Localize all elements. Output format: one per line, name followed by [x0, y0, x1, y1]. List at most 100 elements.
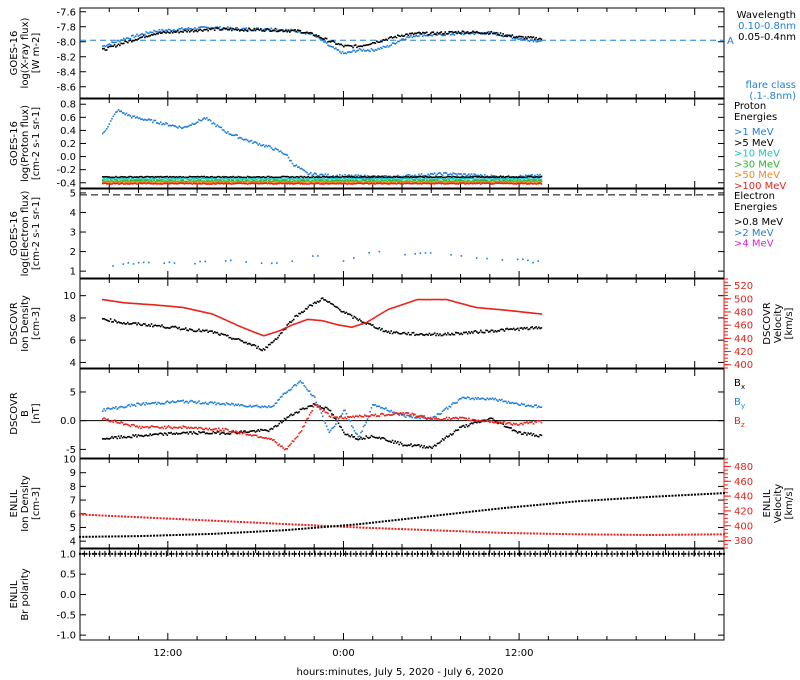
data-point — [452, 416, 454, 419]
data-point — [424, 175, 427, 178]
data-point — [497, 400, 499, 403]
data-point — [512, 180, 515, 183]
data-point — [372, 527, 375, 530]
data-point — [246, 343, 249, 345]
data-point — [480, 180, 482, 182]
data-point — [186, 28, 188, 30]
data-point — [231, 27, 233, 30]
data-point — [136, 183, 138, 185]
data-point — [317, 301, 320, 303]
data-point — [373, 178, 375, 180]
data-point — [274, 424, 277, 427]
data-point — [153, 178, 155, 180]
data-point — [111, 176, 113, 179]
data-point — [316, 174, 319, 177]
data-point — [535, 180, 537, 183]
data-point — [202, 30, 204, 32]
data-point — [174, 305, 177, 308]
data-point — [163, 304, 166, 307]
data-point — [171, 182, 174, 185]
data-point — [385, 174, 387, 177]
data-point — [244, 182, 246, 185]
data-point — [271, 181, 274, 184]
data-point — [236, 178, 238, 181]
data-point — [453, 430, 456, 433]
data-point — [211, 178, 213, 180]
data-point — [258, 177, 261, 180]
data-point — [153, 176, 155, 179]
data-point — [404, 302, 407, 305]
data-point — [215, 125, 217, 128]
data-point — [211, 27, 213, 30]
data-point — [155, 324, 158, 327]
data-point — [344, 52, 346, 54]
data-point — [194, 400, 196, 403]
data-point — [195, 309, 198, 312]
data-point — [499, 182, 502, 185]
data-point — [487, 331, 490, 333]
data-point — [286, 448, 288, 450]
data-point — [360, 177, 362, 180]
data-point — [105, 180, 108, 183]
data-point — [198, 26, 200, 29]
data-point — [149, 433, 151, 435]
data-point — [431, 180, 433, 182]
data-point — [341, 50, 344, 53]
data-point — [483, 176, 486, 179]
data-point — [101, 514, 104, 517]
data-point — [271, 405, 274, 408]
data-point — [449, 433, 452, 435]
data-point — [439, 33, 441, 35]
data-point — [180, 181, 183, 183]
data-point — [407, 182, 410, 185]
data-point — [136, 39, 138, 41]
data-point — [371, 181, 374, 183]
data-point — [332, 46, 335, 48]
data-point — [278, 180, 281, 182]
data-point — [332, 181, 335, 183]
data-point — [414, 444, 416, 446]
series->5 MeV — [101, 175, 543, 179]
y-axis-label: GOES-16 — [9, 121, 20, 166]
data-point — [477, 419, 479, 422]
data-point — [427, 181, 429, 184]
data-point — [196, 433, 199, 436]
data-point — [506, 327, 508, 330]
data-point — [258, 183, 261, 185]
data-point — [240, 430, 242, 432]
data-point — [464, 173, 466, 175]
data-point — [386, 39, 389, 41]
data-point — [183, 425, 186, 428]
data-point — [209, 181, 212, 184]
data-point — [174, 426, 177, 429]
data-point — [224, 318, 227, 321]
data-point — [520, 35, 523, 38]
data-point — [242, 327, 245, 329]
data-point — [377, 182, 379, 185]
data-point — [250, 330, 253, 332]
data-point — [211, 175, 213, 178]
data-point — [298, 29, 300, 32]
data-point — [140, 118, 142, 121]
data-point — [427, 176, 429, 178]
data-point — [274, 176, 277, 179]
data-point — [292, 164, 295, 167]
data-point — [398, 180, 400, 183]
data-point — [183, 328, 186, 331]
data-point — [346, 181, 349, 184]
data-point — [105, 128, 108, 130]
data-point — [498, 330, 501, 332]
data-point — [460, 255, 463, 257]
data-point — [144, 323, 146, 325]
data-point — [426, 333, 428, 336]
data-point — [144, 176, 146, 178]
data-point — [294, 323, 296, 325]
data-point — [448, 30, 450, 33]
data-point — [200, 177, 203, 180]
data-point — [465, 304, 468, 306]
data-point — [498, 34, 501, 36]
data-point — [167, 181, 170, 184]
data-point — [119, 321, 121, 324]
data-point — [457, 332, 460, 334]
data-point — [207, 180, 209, 182]
